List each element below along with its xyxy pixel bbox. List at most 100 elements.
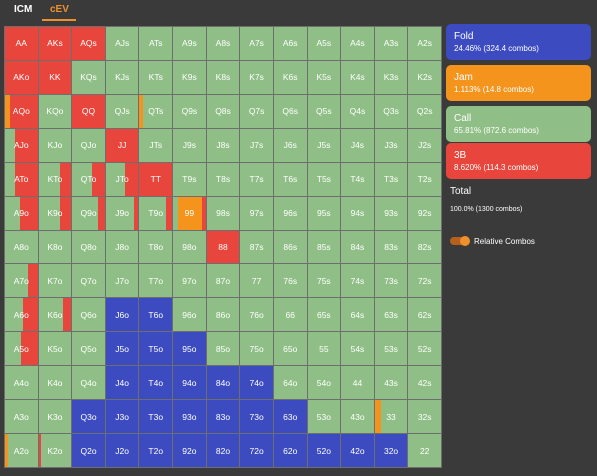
- tab-icm[interactable]: ICM: [14, 4, 33, 15]
- hand-cell-A9s[interactable]: A9s: [173, 27, 206, 60]
- hand-cell-87o[interactable]: 87o: [206, 264, 240, 298]
- hand-cell-J6o[interactable]: J6o: [105, 298, 139, 332]
- hand-cell-QJo[interactable]: QJo: [72, 128, 105, 162]
- hand-cell-75s[interactable]: 75s: [307, 264, 341, 298]
- hand-cell-T8s[interactable]: T8s: [206, 162, 240, 196]
- hand-cell-J6s[interactable]: J6s: [273, 128, 307, 162]
- hand-cell-52o[interactable]: 52o: [307, 434, 341, 467]
- hand-cell-95o[interactable]: 95o: [173, 332, 206, 366]
- hand-cell-85o[interactable]: 85o: [206, 332, 240, 366]
- hand-cell-K5s[interactable]: K5s: [307, 60, 341, 94]
- hand-cell-A7s[interactable]: A7s: [240, 27, 273, 60]
- hand-cell-KK[interactable]: KK: [38, 60, 72, 94]
- hand-cell-82o[interactable]: 82o: [206, 434, 240, 467]
- hand-cell-K2s[interactable]: K2s: [408, 60, 441, 94]
- hand-cell-A2s[interactable]: A2s: [408, 27, 441, 60]
- hand-cell-Q7o[interactable]: Q7o: [72, 264, 105, 298]
- action-panel-call[interactable]: Call 65.81% (872.6 combos): [446, 106, 591, 142]
- hand-cell-J7s[interactable]: J7s: [240, 128, 273, 162]
- hand-cell-J3o[interactable]: J3o: [105, 400, 139, 434]
- hand-cell-97o[interactable]: 97o: [173, 264, 206, 298]
- hand-cell-95s[interactable]: 95s: [307, 196, 341, 230]
- hand-cell-K3s[interactable]: K3s: [374, 60, 408, 94]
- hand-cell-ATs[interactable]: ATs: [139, 27, 173, 60]
- hand-cell-Q9s[interactable]: Q9s: [173, 94, 206, 128]
- hand-cell-75o[interactable]: 75o: [240, 332, 273, 366]
- hand-cell-76o[interactable]: 76o: [240, 298, 273, 332]
- hand-cell-74o[interactable]: 74o: [240, 366, 273, 400]
- hand-cell-A9o[interactable]: A9o: [5, 196, 38, 230]
- hand-cell-72s[interactable]: 72s: [408, 264, 441, 298]
- hand-cell-76s[interactable]: 76s: [273, 264, 307, 298]
- hand-cell-AJo[interactable]: AJo: [5, 128, 38, 162]
- hand-cell-82s[interactable]: 82s: [408, 230, 441, 264]
- hand-cell-73o[interactable]: 73o: [240, 400, 273, 434]
- hand-cell-KQo[interactable]: KQo: [38, 94, 72, 128]
- hand-cell-Q4s[interactable]: Q4s: [341, 94, 374, 128]
- hand-cell-T7o[interactable]: T7o: [139, 264, 173, 298]
- hand-cell-K8o[interactable]: K8o: [38, 230, 72, 264]
- hand-cell-A7o[interactable]: A7o: [5, 264, 38, 298]
- hand-cell-K6o[interactable]: K6o: [38, 298, 72, 332]
- hand-cell-74s[interactable]: 74s: [341, 264, 374, 298]
- hand-cell-T4o[interactable]: T4o: [139, 366, 173, 400]
- hand-cell-T9o[interactable]: T9o: [139, 196, 173, 230]
- hand-cell-86s[interactable]: 86s: [273, 230, 307, 264]
- hand-cell-Q5o[interactable]: Q5o: [72, 332, 105, 366]
- hand-cell-22[interactable]: 22: [408, 434, 441, 467]
- hand-cell-Q9o[interactable]: Q9o: [72, 196, 105, 230]
- hand-cell-54s[interactable]: 54s: [341, 332, 374, 366]
- hand-cell-94s[interactable]: 94s: [341, 196, 374, 230]
- hand-cell-33[interactable]: 33: [374, 400, 408, 434]
- tab-cev[interactable]: cEV: [50, 4, 69, 15]
- hand-cell-T7s[interactable]: T7s: [240, 162, 273, 196]
- hand-cell-98s[interactable]: 98s: [206, 196, 240, 230]
- hand-cell-97s[interactable]: 97s: [240, 196, 273, 230]
- hand-cell-J3s[interactable]: J3s: [374, 128, 408, 162]
- hand-cell-T9s[interactable]: T9s: [173, 162, 206, 196]
- hand-cell-62o[interactable]: 62o: [273, 434, 307, 467]
- hand-cell-K7s[interactable]: K7s: [240, 60, 273, 94]
- hand-cell-A6o[interactable]: A6o: [5, 298, 38, 332]
- hand-cell-KQs[interactable]: KQs: [72, 60, 105, 94]
- hand-cell-J7o[interactable]: J7o: [105, 264, 139, 298]
- hand-cell-J8s[interactable]: J8s: [206, 128, 240, 162]
- hand-cell-96s[interactable]: 96s: [273, 196, 307, 230]
- hand-cell-A3o[interactable]: A3o: [5, 400, 38, 434]
- hand-cell-65s[interactable]: 65s: [307, 298, 341, 332]
- hand-cell-52s[interactable]: 52s: [408, 332, 441, 366]
- hand-cell-K8s[interactable]: K8s: [206, 60, 240, 94]
- hand-cell-J9s[interactable]: J9s: [173, 128, 206, 162]
- relative-combos-toggle[interactable]: [450, 236, 470, 246]
- hand-cell-J4o[interactable]: J4o: [105, 366, 139, 400]
- hand-cell-ATo[interactable]: ATo: [5, 162, 38, 196]
- hand-cell-Q2o[interactable]: Q2o: [72, 434, 105, 467]
- hand-cell-64o[interactable]: 64o: [273, 366, 307, 400]
- hand-cell-QJs[interactable]: QJs: [105, 94, 139, 128]
- hand-cell-K7o[interactable]: K7o: [38, 264, 72, 298]
- hand-cell-T2s[interactable]: T2s: [408, 162, 441, 196]
- hand-cell-99[interactable]: 99: [173, 196, 206, 230]
- hand-cell-AQo[interactable]: AQo: [5, 94, 38, 128]
- hand-cell-84o[interactable]: 84o: [206, 366, 240, 400]
- hand-cell-KJs[interactable]: KJs: [105, 60, 139, 94]
- hand-cell-J2s[interactable]: J2s: [408, 128, 441, 162]
- hand-cell-65o[interactable]: 65o: [273, 332, 307, 366]
- hand-cell-JJ[interactable]: JJ: [105, 128, 139, 162]
- hand-cell-K6s[interactable]: K6s: [273, 60, 307, 94]
- hand-cell-K4s[interactable]: K4s: [341, 60, 374, 94]
- hand-cell-83o[interactable]: 83o: [206, 400, 240, 434]
- hand-cell-83s[interactable]: 83s: [374, 230, 408, 264]
- hand-cell-T5o[interactable]: T5o: [139, 332, 173, 366]
- hand-cell-98o[interactable]: 98o: [173, 230, 206, 264]
- hand-cell-JTo[interactable]: JTo: [105, 162, 139, 196]
- hand-cell-J8o[interactable]: J8o: [105, 230, 139, 264]
- hand-cell-86o[interactable]: 86o: [206, 298, 240, 332]
- hand-cell-KTo[interactable]: KTo: [38, 162, 72, 196]
- hand-cell-QTs[interactable]: QTs: [139, 94, 173, 128]
- hand-cell-42o[interactable]: 42o: [341, 434, 374, 467]
- hand-cell-93s[interactable]: 93s: [374, 196, 408, 230]
- hand-cell-55[interactable]: 55: [307, 332, 341, 366]
- hand-cell-Q6s[interactable]: Q6s: [273, 94, 307, 128]
- hand-cell-AKs[interactable]: AKs: [38, 27, 72, 60]
